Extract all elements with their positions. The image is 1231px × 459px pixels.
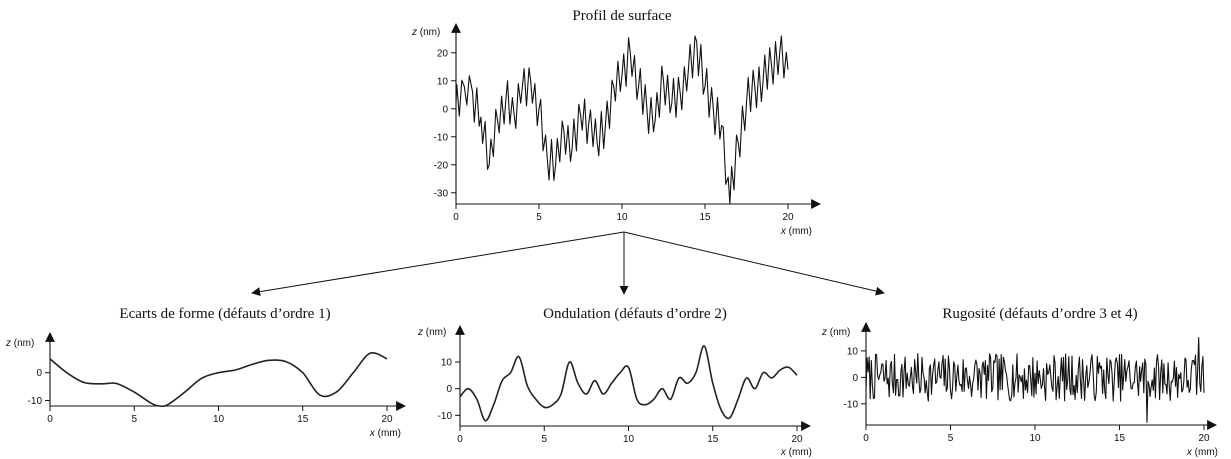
y-axis-label: z (nm) <box>411 27 440 38</box>
series-line <box>459 345 798 422</box>
x-axis-label: x (mm) <box>369 428 401 439</box>
chart-profil-de-surface: Profil de surface 0 5 10 15 20 -30 -20 -10 0 10 20… <box>411 8 821 237</box>
x-tick-label: 5 <box>541 434 547 445</box>
series-line <box>865 337 1205 423</box>
chart-rugosite: Rugosité (défauts d’ordre 3 et 4) 0 5 10 15… <box>821 306 1218 458</box>
y-tick-label: 0 <box>852 373 858 384</box>
x-tick-label: 0 <box>863 433 869 444</box>
x-tick-label: 10 <box>616 212 628 223</box>
y-tick-label: -30 <box>434 188 449 199</box>
y-axis-label: z (nm) <box>5 338 34 349</box>
x-tick-label: 5 <box>536 212 542 223</box>
y-axis-label: z (nm) <box>417 327 446 338</box>
x-tick-label: 15 <box>707 434 719 445</box>
x-tick-label: 20 <box>1198 433 1210 444</box>
series-line <box>455 35 789 205</box>
y-tick-label: -10 <box>434 132 449 143</box>
x-tick-label: 10 <box>1029 433 1041 444</box>
y-tick-label: 10 <box>441 358 453 369</box>
axes: 0 5 10 15 20 -10 0 10 z (nm) x (mm) <box>417 325 812 458</box>
y-tick-label: 0 <box>442 104 448 115</box>
y-tick-label: 10 <box>437 76 449 87</box>
x-axis-label: x (mm) <box>780 447 812 458</box>
x-tick-label: 20 <box>782 212 794 223</box>
y-tick-label: -10 <box>844 399 859 410</box>
y-tick-label: 10 <box>847 346 859 357</box>
y-tick-label: 0 <box>446 384 452 395</box>
y-tick-label: 0 <box>36 368 42 379</box>
arrows <box>251 231 885 297</box>
x-tick-label: 10 <box>213 414 225 425</box>
y-tick-label: -20 <box>434 160 449 171</box>
chart-ondulation: Ondulation (défauts d’ordre 2) 0 5 10 15 20 -… <box>417 306 812 458</box>
x-tick-label: 0 <box>47 414 53 425</box>
arrow-to-forme <box>251 231 625 297</box>
x-tick-label: 15 <box>699 212 711 223</box>
x-tick-label: 5 <box>948 433 954 444</box>
x-tick-label: 10 <box>623 434 635 445</box>
chart-ecarts-de-forme: Ecarts de forme (défauts d’ordre 1) 0 5 10… <box>5 306 406 439</box>
y-axis-label: z (nm) <box>821 327 850 338</box>
x-tick-label: 20 <box>791 434 803 445</box>
y-tick-label: 20 <box>437 48 449 59</box>
series-line <box>49 352 388 408</box>
chart-title: Profil de surface <box>572 8 671 24</box>
chart-title: Ecarts de forme (défauts d’ordre 1) <box>119 306 330 322</box>
y-tick-label: -10 <box>28 396 43 407</box>
chart-title: Ondulation (défauts d’ordre 2) <box>543 306 727 322</box>
axes: 0 5 10 15 20 -10 0 10 z (nm) x (mm) <box>821 322 1218 458</box>
x-tick-label: 0 <box>457 434 463 445</box>
axes: 0 5 10 15 20 -30 -20 -10 0 10 20 z (nm) x (mm) <box>411 23 821 237</box>
axes: 0 5 10 15 20 -10 0 z (nm) x (mm) <box>5 332 406 439</box>
x-axis-label: x (mm) <box>1186 447 1218 458</box>
arrow-to-rugosite <box>623 231 885 296</box>
x-tick-label: 15 <box>1114 433 1126 444</box>
x-tick-label: 20 <box>381 414 393 425</box>
y-tick-label: -10 <box>438 411 453 422</box>
x-axis-label: x (mm) <box>780 226 812 237</box>
chart-title: Rugosité (défauts d’ordre 3 et 4) <box>942 306 1137 322</box>
x-tick-label: 15 <box>297 414 309 425</box>
x-tick-label: 5 <box>131 414 137 425</box>
x-tick-label: 0 <box>453 212 459 223</box>
